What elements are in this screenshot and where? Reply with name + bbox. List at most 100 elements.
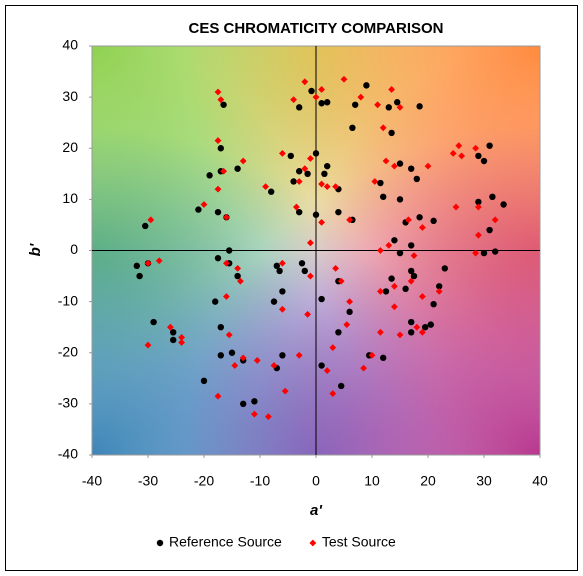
y-tick-label: 30 [62, 88, 78, 104]
point [270, 298, 278, 305]
point [223, 213, 230, 221]
point [296, 168, 303, 175]
point [430, 217, 437, 225]
x-tick-label: 20 [420, 473, 436, 489]
point [323, 183, 331, 190]
point [279, 149, 286, 157]
point [170, 329, 177, 336]
point [377, 179, 384, 187]
point [480, 157, 488, 165]
point [385, 241, 393, 249]
point [318, 295, 325, 303]
point [416, 103, 423, 110]
point [195, 206, 202, 213]
point [307, 272, 314, 280]
point [382, 288, 390, 295]
point [388, 86, 395, 93]
point [475, 198, 482, 206]
point [318, 100, 325, 107]
point [307, 239, 314, 247]
point [357, 93, 365, 101]
point [144, 259, 152, 267]
point [486, 226, 493, 234]
point [346, 216, 353, 224]
point [422, 323, 429, 331]
point [270, 362, 278, 369]
chart-title: CES CHROMATICITY COMPARISON [188, 20, 443, 37]
point [396, 160, 404, 167]
point [394, 99, 401, 106]
point [206, 172, 213, 179]
point [408, 318, 415, 326]
point [385, 104, 392, 111]
point [380, 193, 387, 201]
point [475, 203, 482, 211]
point [475, 231, 482, 239]
point [147, 216, 155, 224]
y-tick-label: 40 [62, 37, 78, 53]
point [295, 178, 303, 185]
point [167, 323, 174, 331]
point [480, 249, 488, 257]
point [142, 222, 149, 230]
point [346, 298, 353, 306]
point [214, 185, 222, 193]
point [486, 142, 493, 149]
point [136, 272, 143, 280]
point [335, 208, 342, 216]
point [452, 203, 460, 211]
point [349, 124, 356, 131]
point [407, 277, 415, 285]
point [329, 390, 337, 398]
point [332, 183, 339, 190]
point [419, 293, 426, 300]
point [279, 352, 286, 359]
x-tick-label: -10 [250, 473, 270, 489]
y-tick-label: 20 [62, 139, 78, 155]
point [239, 354, 247, 362]
point [321, 170, 328, 178]
point [419, 224, 426, 231]
point [472, 144, 479, 152]
point [268, 188, 275, 195]
point [340, 75, 348, 83]
point [391, 303, 398, 311]
point [290, 96, 297, 104]
point [405, 216, 412, 224]
point [251, 398, 258, 405]
point [312, 150, 320, 157]
point [308, 87, 315, 95]
point [408, 242, 415, 249]
point [312, 211, 320, 218]
point [144, 341, 152, 349]
legend-marker [309, 539, 317, 547]
point [200, 201, 208, 208]
point [408, 329, 415, 336]
point [318, 180, 325, 188]
point [436, 283, 443, 290]
point [262, 183, 269, 190]
point [472, 249, 479, 257]
point [408, 165, 415, 172]
point [377, 247, 384, 254]
point [332, 264, 339, 272]
point [388, 129, 395, 137]
point [391, 162, 398, 170]
point [343, 321, 351, 329]
point [323, 367, 331, 375]
point [304, 311, 311, 318]
point [346, 308, 353, 316]
point [231, 362, 239, 369]
point [458, 152, 465, 160]
point [377, 288, 384, 295]
point [402, 285, 409, 293]
x-tick-label: -40 [82, 473, 102, 489]
point [217, 352, 224, 359]
point [251, 410, 258, 418]
point [410, 252, 418, 260]
point [360, 364, 367, 372]
x-tick-label: 10 [364, 473, 380, 489]
point [133, 262, 140, 270]
point [301, 78, 309, 86]
point [318, 86, 325, 93]
